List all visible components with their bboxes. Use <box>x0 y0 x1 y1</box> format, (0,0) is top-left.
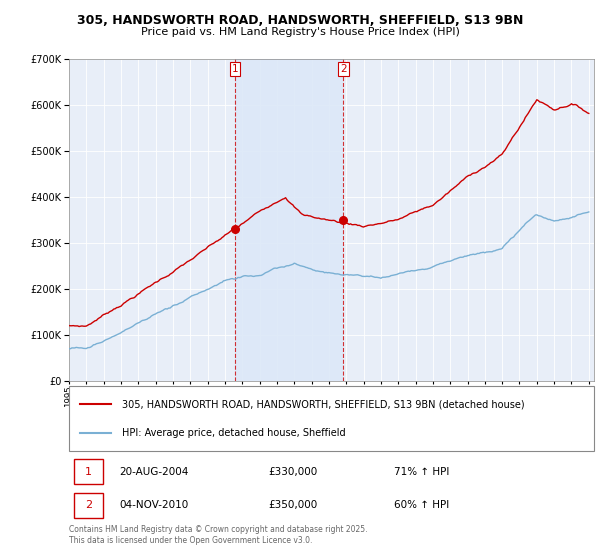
Text: 305, HANDSWORTH ROAD, HANDSWORTH, SHEFFIELD, S13 9BN: 305, HANDSWORTH ROAD, HANDSWORTH, SHEFFI… <box>77 14 523 27</box>
Text: HPI: Average price, detached house, Sheffield: HPI: Average price, detached house, Shef… <box>121 428 345 438</box>
Text: 1: 1 <box>85 467 92 477</box>
Text: 71% ↑ HPI: 71% ↑ HPI <box>395 467 450 477</box>
Text: £330,000: £330,000 <box>269 467 318 477</box>
FancyBboxPatch shape <box>74 493 103 518</box>
Text: 1: 1 <box>232 64 238 73</box>
Text: 305, HANDSWORTH ROAD, HANDSWORTH, SHEFFIELD, S13 9BN (detached house): 305, HANDSWORTH ROAD, HANDSWORTH, SHEFFI… <box>121 399 524 409</box>
Text: Contains HM Land Registry data © Crown copyright and database right 2025.
This d: Contains HM Land Registry data © Crown c… <box>69 525 367 545</box>
Text: 04-NOV-2010: 04-NOV-2010 <box>119 501 188 510</box>
Text: 20-AUG-2004: 20-AUG-2004 <box>119 467 188 477</box>
Text: Price paid vs. HM Land Registry's House Price Index (HPI): Price paid vs. HM Land Registry's House … <box>140 27 460 37</box>
Bar <box>235 59 343 381</box>
Text: 60% ↑ HPI: 60% ↑ HPI <box>395 501 450 510</box>
Text: 2: 2 <box>340 64 347 73</box>
FancyBboxPatch shape <box>74 459 103 484</box>
Text: £350,000: £350,000 <box>269 501 318 510</box>
FancyBboxPatch shape <box>69 386 594 451</box>
Text: 2: 2 <box>85 501 92 510</box>
